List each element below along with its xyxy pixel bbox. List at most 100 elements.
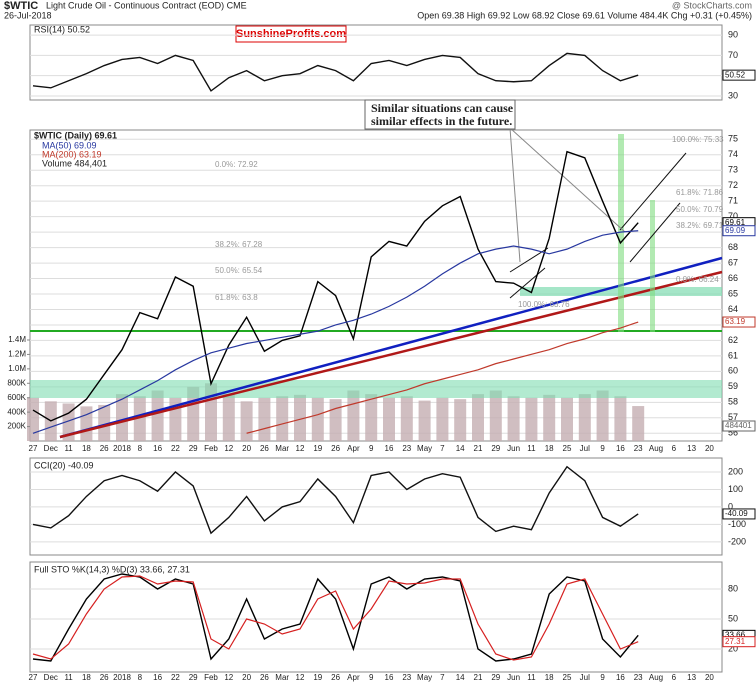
volume-bar [489,390,502,441]
value-label: 63.19 [725,317,746,326]
value-label: 69.61 [725,218,746,227]
volume-bar [276,396,289,441]
y-tick-label: 65 [728,288,738,298]
x-tick-label: 20 [705,444,714,453]
volume-bar [294,394,306,441]
y-tick-label: 60 [728,366,738,376]
series-line [32,52,639,92]
vol-tick-label: 800K [7,378,26,387]
x-tick-label: 26 [100,673,109,682]
fib-label: 61.8%: 71.86 [676,188,724,197]
source: @ StockCharts.com [672,0,752,10]
x-tick-label: 26 [331,673,340,682]
panel-frame [29,561,723,673]
channel-line [509,267,546,299]
volume-bar [507,396,520,441]
x-tick-label: 13 [687,444,696,453]
value-box [722,225,756,237]
y-tick-label: 74 [728,149,738,159]
x-tick-label: 12 [296,444,305,453]
series-line [32,575,639,661]
x-tick-label: 9 [600,444,605,453]
date: 26-Jul-2018 [4,10,52,20]
fib-label: 38.2%: 69.71 [676,221,724,230]
x-tick-label: Jul [580,444,590,453]
value-box [722,636,756,648]
x-tick-label: Jun [507,444,520,453]
volume-bar [151,390,164,441]
legend: $WTIC (Daily) 69.61 [34,130,117,140]
volume-bar [632,406,645,441]
x-tick-label: Jun [507,673,520,682]
x-tick-label: May [417,673,432,682]
y-tick-label: 59 [728,381,738,391]
pointer [509,127,521,263]
vol-tick-label: 600K [7,393,26,402]
annotation: similar effects in the future. [371,114,512,128]
brand-box [235,25,347,43]
volume-bar [578,394,591,441]
volume-bar [614,396,627,441]
vol-tick-label: 1.4M [8,335,26,344]
fib-label: 38.2%: 67.28 [215,240,263,249]
x-tick-label: 27 [29,673,38,682]
x-tick-label: 26 [260,444,269,453]
series-line [32,230,639,434]
x-tick-label: 29 [189,444,198,453]
volume-bar [596,390,609,441]
x-tick-label: 8 [138,673,143,682]
y-tick-label: 20 [728,643,738,653]
x-tick-label: 6 [672,673,677,682]
value-label: 27.31 [725,637,746,646]
x-tick-label: 7 [440,444,445,453]
panel-title: CCI(20) -40.09 [34,460,94,470]
x-tick-label: 2018 [113,444,131,453]
x-tick-label: 26 [260,673,269,682]
x-tick-label: 2018 [113,673,131,682]
fib-label: 0.0%: 72.92 [215,160,258,169]
legend: MA(200) 63.19 [42,149,102,159]
y-tick-label: 64 [728,304,738,314]
x-tick-label: Dec [44,444,58,453]
x-tick-label: 25 [563,444,572,453]
volume-bar [311,397,324,441]
volume-bar [383,397,395,441]
x-tick-label: 29 [189,673,198,682]
y-tick-label: 90 [728,30,738,40]
fib-label: 0.0%: 66.24 [676,275,719,284]
x-tick-label: 12 [224,444,233,453]
volume-bar [133,396,146,441]
trend-line [59,256,723,439]
y-tick-label: 200 [728,466,743,476]
fib-label: 100.0%: 63.76 [518,300,570,309]
value-label: 33.66 [725,630,746,639]
x-tick-label: 16 [385,444,394,453]
volume-bar [80,406,93,441]
series-line [246,321,639,434]
x-tick-label: 6 [672,444,677,453]
x-tick-label: 21 [474,673,483,682]
pointer [509,127,626,233]
fib-label: 100.0%: 75.33 [672,135,724,144]
x-tick-label: May [417,444,432,453]
volume-bar [258,397,271,441]
x-tick-label: 20 [242,444,251,453]
annotation-box [364,99,516,130]
x-tick-label: Aug [649,673,663,682]
x-tick-label: 23 [402,444,411,453]
fib-label: 61.8%: 63.8 [215,293,258,302]
quote: Open 69.38 High 69.92 Low 68.92 Close 69… [417,10,752,20]
value-box [722,420,756,432]
x-tick-label: 9 [600,673,605,682]
channel-line [629,202,681,263]
x-tick-label: Dec [44,673,58,682]
x-tick-label: Mar [275,673,289,682]
annotation: Similar situations can cause [371,101,514,115]
x-tick-label: 23 [634,444,643,453]
volume-bar [543,394,556,441]
x-tick-label: 11 [527,673,536,682]
x-tick-label: 19 [313,444,322,453]
volume-bar [329,399,342,441]
y-tick-label: 68 [728,242,738,252]
y-tick-label: 67 [728,257,738,267]
